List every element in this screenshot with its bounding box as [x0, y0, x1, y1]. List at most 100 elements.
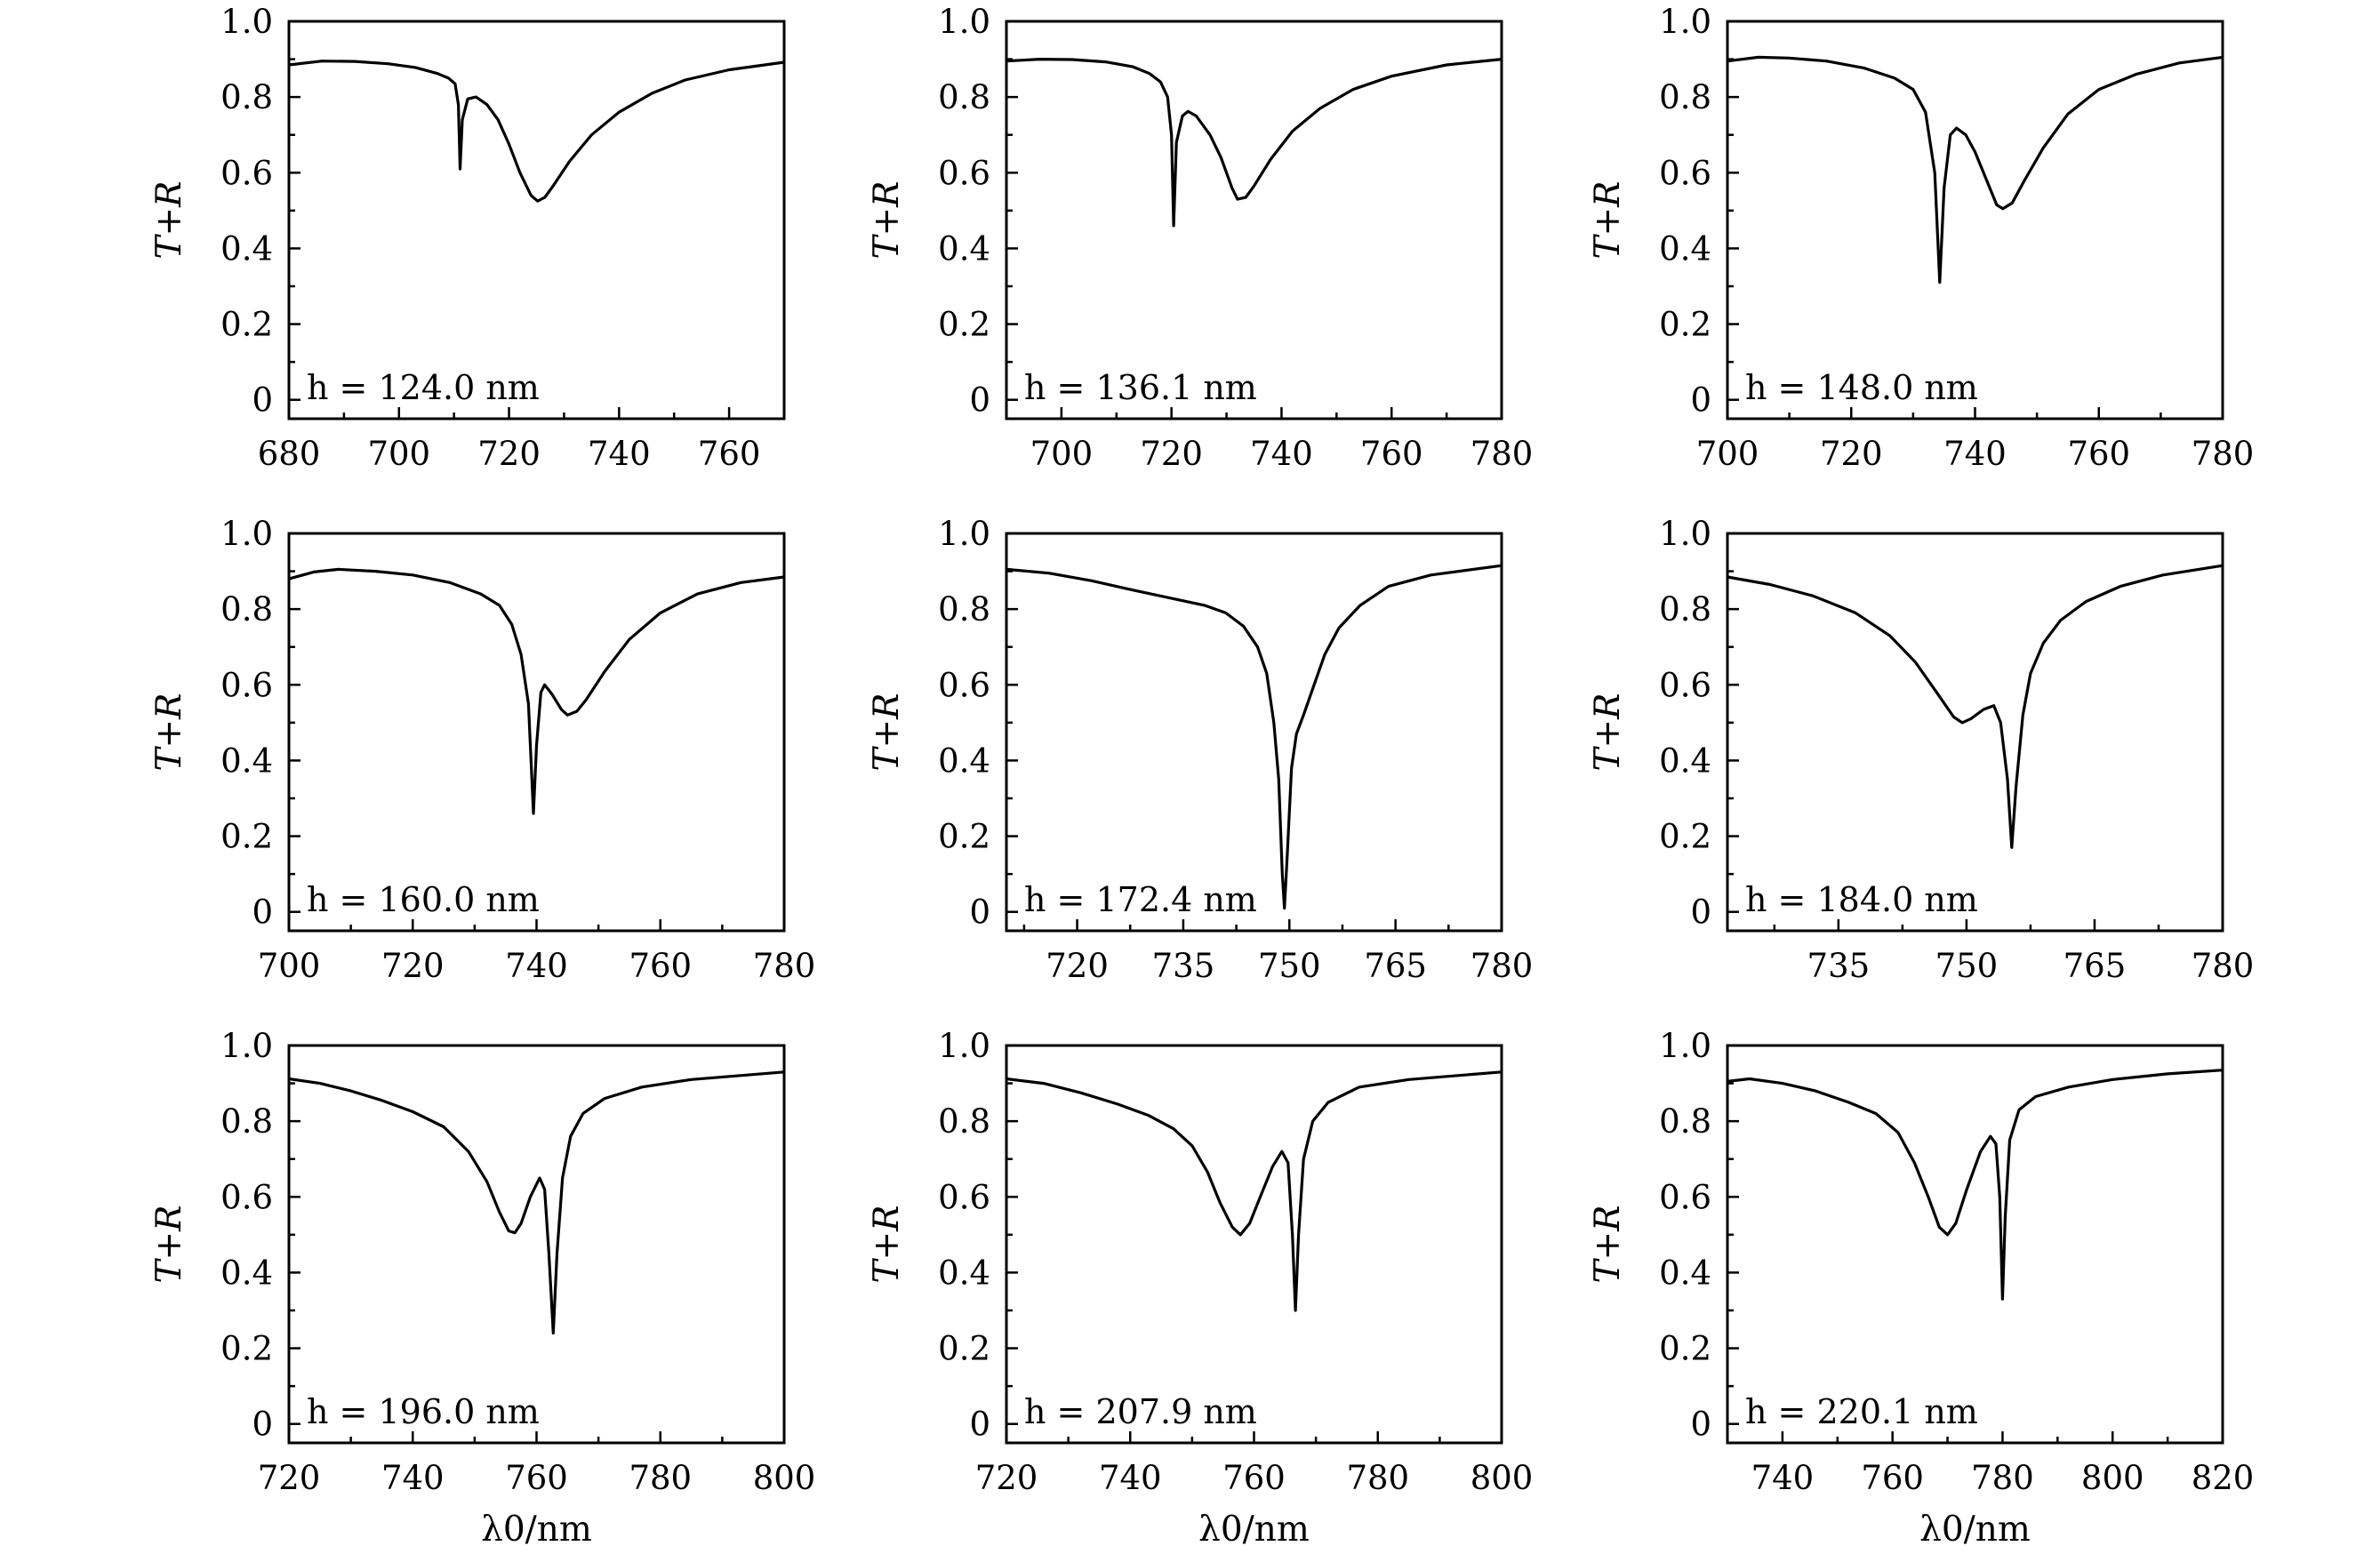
y-tick-label: 1.0: [1659, 515, 1711, 553]
x-tick-label: 720: [258, 1459, 321, 1497]
thickness-annotation: h = 160.0 nm: [307, 880, 540, 919]
plot-frame: [1726, 20, 2224, 421]
y-tick-label: 0.2: [938, 1330, 990, 1368]
y-tick-label: 0.4: [1659, 229, 1711, 268]
thickness-annotation: h = 184.0 nm: [1745, 880, 1978, 919]
x-tick-label: 700: [1030, 435, 1094, 473]
y-tick-label: 0.2: [220, 1330, 273, 1368]
plot-frame: [1726, 532, 2224, 933]
x-tick-label: 750: [1935, 947, 1999, 985]
spectrum-line: [1006, 58, 1503, 228]
y-tick-label: 1.0: [1659, 1027, 1711, 1065]
x-tick-label: 760: [1360, 435, 1423, 473]
x-tick-label: 820: [2192, 1459, 2255, 1497]
spectrum-line: [1006, 1070, 1503, 1312]
plot-frame: [287, 20, 786, 421]
x-tick-label: 680: [258, 435, 321, 473]
y-tick-label: 1.0: [220, 515, 273, 553]
y-tick-label: 0.8: [938, 78, 990, 116]
x-tick-label: 740: [381, 1459, 445, 1497]
x-tick-label: 800: [2081, 1459, 2144, 1497]
panel-8: 0 0.2 0.4 0.6 0.8 1.0 720 740 760 780 800 T+R λ0/nm h…: [867, 1027, 1533, 1550]
y-axis-title: T+R: [867, 693, 907, 771]
y-tick-label: 0.4: [938, 1254, 990, 1292]
y-axis-title: T+R: [149, 1205, 189, 1283]
y-tick-label: 0.8: [1659, 78, 1711, 116]
y-tick-label: 0.6: [1659, 154, 1711, 192]
x-tick-label: 740: [505, 947, 568, 985]
y-tick-label: 0.2: [1659, 1330, 1711, 1368]
panel-7: 0 0.2 0.4 0.6 0.8 1.0 720 740 760 780 800 T+R λ0/nm h…: [149, 1027, 815, 1550]
plot-frame: [1005, 20, 1503, 421]
y-tick-label: 0: [969, 381, 990, 420]
y-tick-label: 0.4: [1659, 1254, 1711, 1292]
panel-1: 0 0.2 0.4 0.6 0.8 1.0 680 700 720 740 760 T+R h = 12…: [149, 3, 786, 473]
y-tick-label: 0: [1690, 893, 1711, 932]
thickness-annotation: h = 220.1 nm: [1745, 1392, 1978, 1431]
x-tick-label: 760: [505, 1459, 568, 1497]
thickness-annotation: h = 136.1 nm: [1024, 368, 1257, 407]
y-axis-title: T+R: [149, 693, 189, 771]
x-tick-label: 780: [629, 1459, 692, 1497]
x-tick-label: 765: [1364, 947, 1427, 985]
y-tick-label: 0.2: [1659, 818, 1711, 856]
x-axis-title: λ0/nm: [481, 1510, 592, 1550]
y-tick-label: 1.0: [1659, 3, 1711, 41]
x-tick-label: 750: [1258, 947, 1321, 985]
thickness-annotation: h = 196.0 nm: [307, 1392, 540, 1431]
x-axis-title: λ0/nm: [1919, 1510, 2031, 1550]
y-tick-label: 1.0: [938, 1027, 990, 1065]
y-tick-label: 0.2: [938, 818, 990, 856]
y-tick-label: 0.8: [1659, 1102, 1711, 1141]
x-tick-label: 800: [1470, 1459, 1534, 1497]
plot-frame: [1005, 532, 1503, 933]
y-tick-label: 0.6: [220, 154, 273, 192]
x-axis-title: λ0/nm: [1198, 1510, 1310, 1550]
panel-3: 0 0.2 0.4 0.6 0.8 1.0 700 720 740 760 780 T+R h = 14…: [1588, 3, 2254, 473]
x-tick-label: 760: [698, 435, 761, 473]
y-tick-label: 0.4: [938, 741, 990, 780]
spectrum-line: [288, 567, 785, 815]
y-tick-label: 0.6: [1659, 666, 1711, 704]
y-tick-label: 0.6: [1659, 1178, 1711, 1216]
x-tick-label: 720: [1140, 435, 1203, 473]
x-tick-label: 720: [1046, 947, 1109, 985]
y-axis-title: T+R: [149, 180, 189, 259]
y-tick-label: 0.4: [1659, 741, 1711, 780]
y-tick-label: 0.4: [220, 741, 273, 780]
x-tick-label: 740: [1250, 435, 1313, 473]
thickness-annotation: h = 124.0 nm: [307, 368, 540, 407]
x-tick-label: 740: [588, 435, 651, 473]
x-tick-label: 760: [629, 947, 692, 985]
y-tick-label: 0.6: [220, 666, 273, 704]
y-tick-label: 0.2: [938, 306, 990, 344]
y-axis-title: T+R: [867, 1205, 907, 1283]
x-tick-label: 735: [1152, 947, 1215, 985]
y-tick-label: 1.0: [938, 3, 990, 41]
spectrum-line: [1727, 1069, 2224, 1301]
x-tick-label: 720: [975, 1459, 1038, 1497]
panel-4: 0 0.2 0.4 0.6 0.8 1.0 700 720 740 760 780 T+R h = 16…: [149, 515, 815, 985]
y-tick-label: 0.2: [220, 306, 273, 344]
plot-frame: [1005, 1044, 1503, 1445]
spectrum-line: [288, 60, 785, 203]
y-tick-label: 0: [252, 893, 273, 932]
x-tick-label: 800: [753, 1459, 816, 1497]
thickness-annotation: h = 148.0 nm: [1745, 368, 1978, 407]
y-tick-label: 0: [252, 1406, 273, 1444]
y-tick-label: 0: [969, 893, 990, 932]
x-tick-label: 720: [1820, 435, 1883, 473]
thickness-annotation: h = 207.9 nm: [1024, 1392, 1257, 1431]
y-tick-label: 0: [969, 1406, 990, 1444]
spectrum-line: [1727, 55, 2224, 284]
y-tick-label: 0.8: [1659, 590, 1711, 629]
spectrum-line: [1006, 564, 1503, 910]
panel-5: 0 0.2 0.4 0.6 0.8 1.0 720 735 750 765 780 T+R h = 17…: [867, 515, 1533, 985]
x-tick-label: 780: [2192, 947, 2255, 985]
x-tick-label: 760: [2067, 435, 2130, 473]
y-tick-label: 0.8: [220, 1102, 273, 1141]
x-tick-label: 740: [1751, 1459, 1815, 1497]
y-tick-label: 0: [1690, 381, 1711, 420]
x-tick-label: 740: [1099, 1459, 1162, 1497]
y-tick-label: 1.0: [938, 515, 990, 553]
